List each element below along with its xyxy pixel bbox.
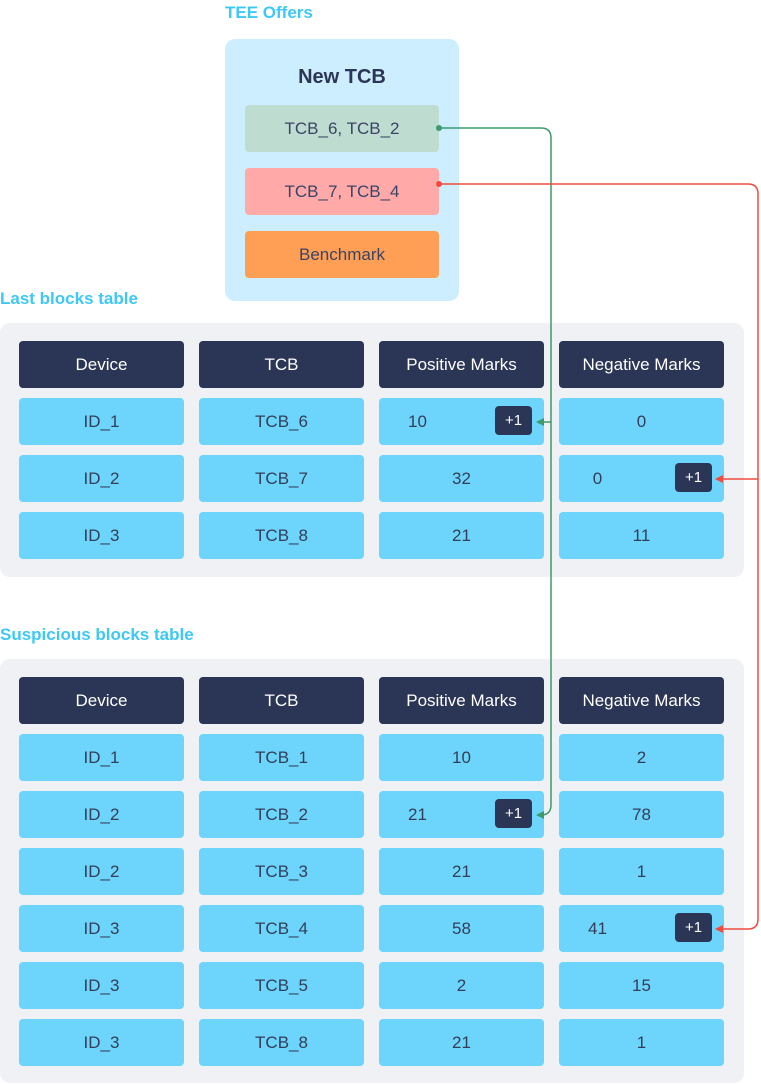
last-table-row-1-cell-2: TCB_6 (199, 398, 364, 445)
suspicious-table-header-device: Device (19, 677, 184, 724)
cell-value: 2 (636, 747, 647, 767)
green-connector-to-suspicious (439, 127, 552, 819)
suspicious-blocks-table-label: Suspicious blocks table (0, 625, 194, 644)
offer-tcb-7-tcb-4[interactable]: TCB_7, TCB_4 (245, 168, 439, 215)
suspicious-table-row-5-cell-2: TCB_5 (199, 962, 364, 1009)
suspicious-table-row-6-cell-1: ID_3 (19, 1019, 184, 1066)
cell-value: 1 (636, 1032, 647, 1052)
last-table-row-3-cell-4: 11 (559, 512, 724, 559)
suspicious-table-row-4-cell-2: TCB_4 (199, 905, 364, 952)
last-table-row-3-cell-3: 21 (379, 512, 544, 559)
cell-value: 1 (636, 861, 647, 881)
cell-value: ID_3 (83, 1032, 120, 1052)
last-table-row-1-cell-4: 0 (559, 398, 724, 445)
last-table-row-3-cell-2: TCB_8 (199, 512, 364, 559)
increment-badge: +1 (675, 463, 712, 492)
suspicious-table-row-6-cell-2: TCB_8 (199, 1019, 364, 1066)
cell-value: ID_1 (83, 411, 120, 431)
cell-value: TCB_2 (255, 804, 308, 824)
cell-value: TCB_7 (255, 468, 308, 488)
cell-value: ID_1 (83, 747, 120, 767)
cell-value: ID_2 (83, 804, 120, 824)
suspicious-table-row-6-cell-4: 1 (559, 1019, 724, 1066)
cell-value: 32 (452, 468, 471, 488)
suspicious-table-row-5-cell-1: ID_3 (19, 962, 184, 1009)
new-tcb-title: New TCB (298, 66, 386, 88)
cell-value: TCB_5 (255, 975, 308, 995)
tee-offers-label: TEE Offers (225, 3, 313, 22)
suspicious-table-row-6-cell-3: 21 (379, 1019, 544, 1066)
cell-value: 21 (408, 804, 427, 824)
last-table-header-negative-marks: Negative Marks (559, 341, 724, 388)
increment-badge: +1 (675, 913, 712, 942)
cell-value: 21 (452, 861, 471, 881)
cell-value: 0 (636, 411, 647, 431)
suspicious-table-header-positive-marks: Positive Marks (379, 677, 544, 724)
cell-value: 21 (452, 1032, 471, 1052)
last-table-row-2-cell-2: TCB_7 (199, 455, 364, 502)
cell-value: 11 (632, 525, 651, 545)
cell-value: 78 (632, 804, 651, 824)
offer-tcb-6-tcb-2[interactable]: TCB_6, TCB_2 (245, 105, 439, 152)
suspicious-table-row-3-cell-4: 1 (559, 848, 724, 895)
suspicious-table-row-5-cell-3: 2 (379, 962, 544, 1009)
suspicious-table-row-4-cell-1: ID_3 (19, 905, 184, 952)
cell-value: TCB_1 (255, 747, 308, 767)
suspicious-table-row-4-cell-3: 58 (379, 905, 544, 952)
offer-benchmark[interactable]: Benchmark (245, 231, 439, 278)
red-connector-to-suspicious (439, 183, 759, 933)
last-table-row-2-cell-3: 32 (379, 455, 544, 502)
last-table-header-tcb: TCB (199, 341, 364, 388)
suspicious-table-row-1-cell-3: 10 (379, 734, 544, 781)
cell-value: 10 (408, 411, 427, 431)
suspicious-table-row-2-cell-4: 78 (559, 791, 724, 838)
last-table-row-1-cell-1: ID_1 (19, 398, 184, 445)
suspicious-table-row-1-cell-1: ID_1 (19, 734, 184, 781)
cell-value: ID_2 (83, 861, 120, 881)
cell-value: TCB_8 (255, 1032, 308, 1052)
cell-value: ID_2 (83, 468, 120, 488)
increment-badge: +1 (495, 406, 532, 435)
suspicious-table-header-negative-marks: Negative Marks (559, 677, 724, 724)
cell-value: 0 (592, 468, 603, 488)
last-table-header-device: Device (19, 341, 184, 388)
suspicious-table-row-2-cell-1: ID_2 (19, 791, 184, 838)
suspicious-table-header-tcb: TCB (199, 677, 364, 724)
cell-value: TCB_8 (255, 525, 308, 545)
last-table-row-3-cell-1: ID_3 (19, 512, 184, 559)
cell-value: 10 (452, 747, 471, 767)
last-table-header-positive-marks: Positive Marks (379, 341, 544, 388)
cell-value: 15 (632, 975, 651, 995)
last-table-row-2-cell-1: ID_2 (19, 455, 184, 502)
suspicious-table-row-2-cell-2: TCB_2 (199, 791, 364, 838)
last-table-row-1-cell-3: 10 +1 (379, 398, 544, 445)
cell-value: TCB_6 (255, 411, 308, 431)
last-table-row-2-cell-4: 0 +1 (559, 455, 724, 502)
cell-value: 21 (452, 525, 471, 545)
suspicious-table-row-1-cell-4: 2 (559, 734, 724, 781)
suspicious-table-row-2-cell-3: 21 +1 (379, 791, 544, 838)
increment-badge: +1 (495, 799, 532, 828)
cell-value: ID_3 (83, 918, 120, 938)
cell-value: TCB_3 (255, 861, 308, 881)
suspicious-table-row-1-cell-2: TCB_1 (199, 734, 364, 781)
last-blocks-table-label: Last blocks table (0, 289, 138, 308)
cell-value: 58 (452, 918, 471, 938)
suspicious-table-row-3-cell-3: 21 (379, 848, 544, 895)
cell-value: ID_3 (83, 525, 120, 545)
suspicious-table-row-3-cell-1: ID_2 (19, 848, 184, 895)
cell-value: ID_3 (83, 975, 120, 995)
cell-value: 41 (588, 918, 607, 938)
suspicious-table-row-5-cell-4: 15 (559, 962, 724, 1009)
suspicious-table-row-3-cell-2: TCB_3 (199, 848, 364, 895)
cell-value: 2 (456, 975, 467, 995)
suspicious-table-row-4-cell-4: 41 +1 (559, 905, 724, 952)
cell-value: TCB_4 (255, 918, 308, 938)
